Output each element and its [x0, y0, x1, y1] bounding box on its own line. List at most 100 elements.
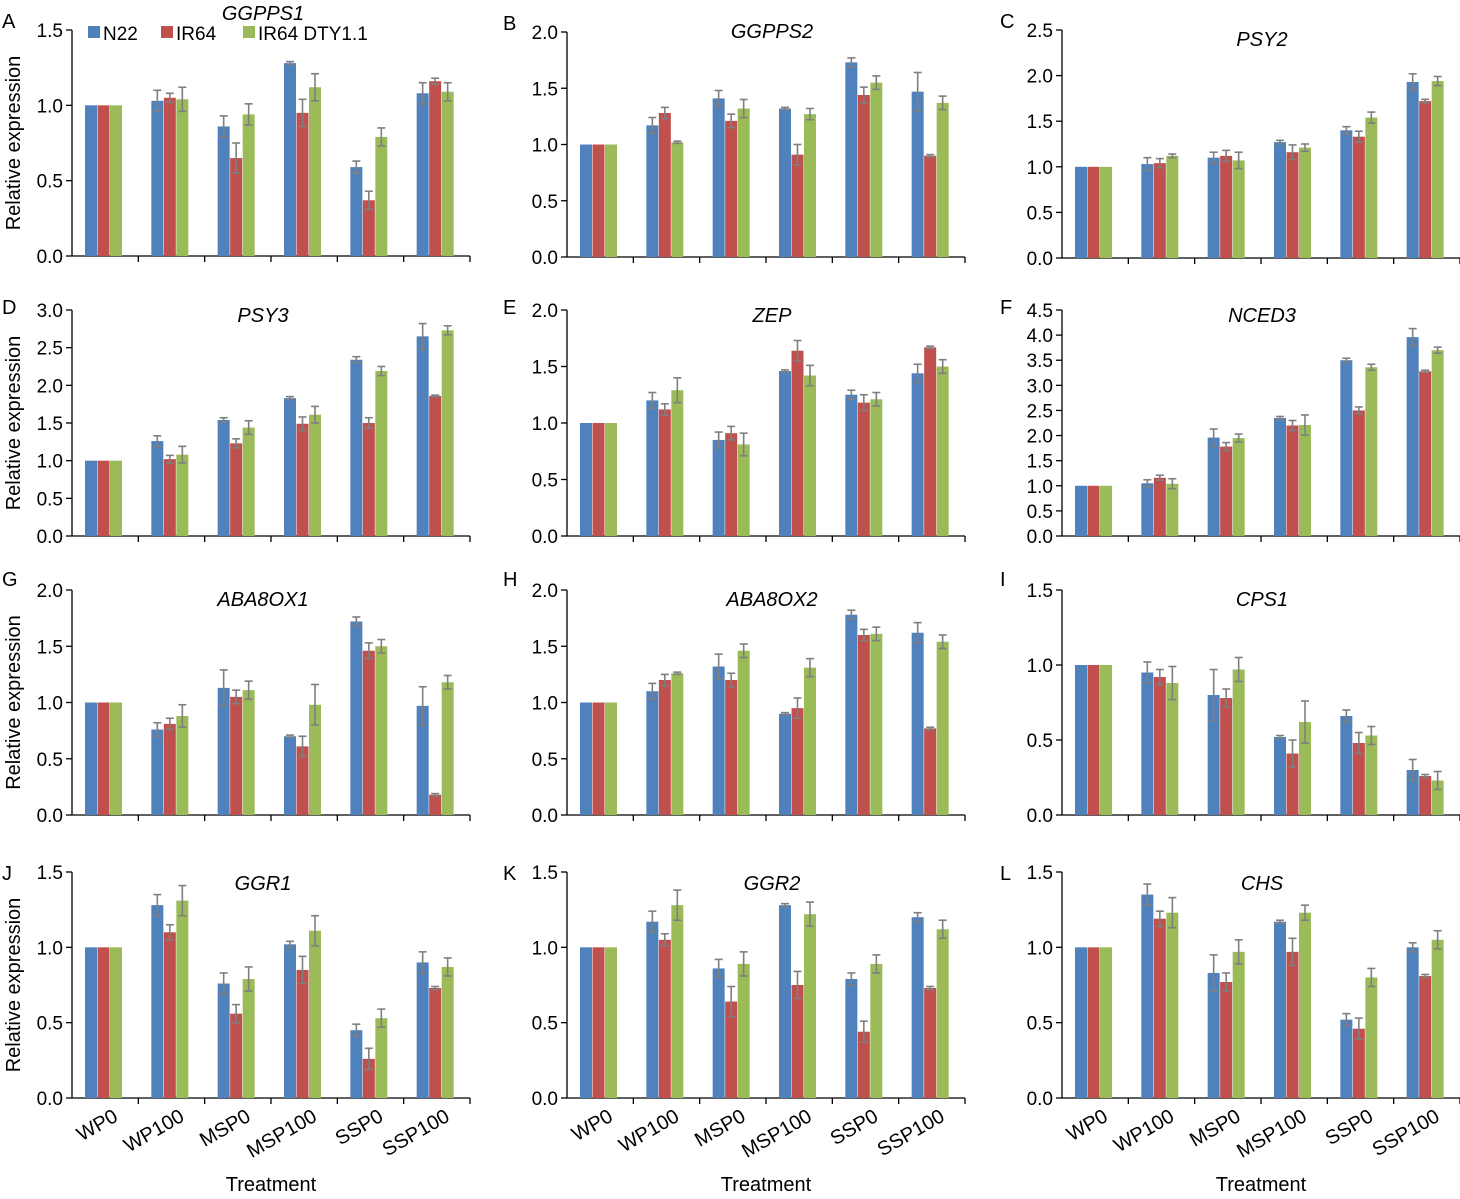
- y-tick-label: 3.0: [1027, 376, 1053, 397]
- gene-name: ZEP: [752, 305, 793, 327]
- bar-ir64-0: [592, 947, 605, 1098]
- bar-ir64-dty1.1-3: [1299, 147, 1311, 258]
- bar-n22-3: [779, 713, 791, 815]
- bar-ir64-dty1.1-1: [671, 142, 684, 257]
- bar-ir64-4: [857, 635, 870, 815]
- bar-ir64-dty1.1-2: [242, 978, 255, 1098]
- bar-ir64-2: [1220, 446, 1233, 536]
- bar-n22-5: [416, 336, 429, 536]
- panel-h: 0.0 0.5 1.0 1.5 2.0 H ABA8OX2: [503, 569, 966, 827]
- bar-n22-0: [580, 144, 592, 257]
- bar-ir64-3: [1286, 951, 1299, 1098]
- bar-n22-4: [1340, 716, 1353, 815]
- bar-ir64-dty1.1-0: [605, 423, 617, 536]
- bar-ir64-dty1.1-0: [110, 947, 122, 1098]
- bar-n22-3: [284, 398, 296, 536]
- x-tick-label: SSP100: [874, 1105, 949, 1161]
- bar-n22-0: [85, 702, 97, 815]
- y-tick-label: 0.0: [1027, 806, 1053, 827]
- bar-ir64-dty1.1-0: [605, 702, 617, 815]
- bar-ir64-1: [658, 680, 671, 815]
- bar-n22-1: [151, 441, 164, 536]
- y-tick-label: 1.5: [37, 414, 63, 435]
- bar-ir64-0: [97, 702, 110, 815]
- y-tick-label: 0.0: [532, 1089, 558, 1110]
- y-tick-label: 2.5: [1027, 401, 1053, 422]
- bar-ir64-2: [725, 120, 738, 257]
- bar-ir64-0: [592, 702, 605, 815]
- bar-n22-2: [217, 687, 230, 815]
- panel-c: 0.0 0.5 1.0 1.5 2.0 2.5 C PSY2: [1000, 11, 1460, 270]
- panel-e: 0.0 0.5 1.0 1.5 2.0 E ZEP: [503, 297, 966, 548]
- y-tick-label: 3.0: [37, 301, 63, 322]
- bar-ir64-2: [1220, 981, 1233, 1098]
- bar-n22-1: [1141, 483, 1154, 536]
- bar-ir64-dty1.1-4: [375, 1018, 388, 1098]
- y-tick-label: 1.5: [532, 863, 558, 884]
- bar-n22-3: [284, 736, 296, 815]
- bar-n22-5: [416, 93, 429, 256]
- y-tick-label: 0.0: [37, 806, 63, 827]
- gene-name: ABA8OX2: [725, 589, 817, 611]
- bar-ir64-dty1.1-0: [1100, 947, 1112, 1098]
- bar-n22-0: [1075, 665, 1087, 815]
- bar-ir64-3: [296, 423, 309, 536]
- bar-ir64-dty1.1-3: [804, 375, 816, 536]
- bar-ir64-2: [725, 1001, 738, 1098]
- bar-ir64-dty1.1-5: [936, 102, 949, 257]
- bar-ir64-dty1.1-0: [110, 460, 122, 536]
- y-tick-label: 0.5: [1027, 731, 1053, 752]
- legend-label: IR64 DTY1.1: [258, 24, 368, 45]
- panel-g: 0.0 0.5 1.0 1.5 2.0 G ABA8OX1 Relative expressi…: [2, 569, 471, 827]
- bar-ir64-dty1.1-2: [737, 108, 750, 257]
- bar-ir64-1: [1153, 677, 1166, 815]
- y-tick-label: 1.5: [37, 637, 63, 658]
- bar-ir64-4: [1352, 410, 1365, 536]
- bar-ir64-dty1.1-4: [1365, 117, 1378, 258]
- bar-ir64-dty1.1-4: [870, 399, 883, 536]
- bar-n22-2: [1207, 972, 1220, 1098]
- bar-n22-1: [151, 100, 164, 257]
- bar-ir64-dty1.1-1: [1166, 155, 1179, 258]
- bar-ir64-5: [924, 155, 937, 257]
- y-axis-label: Relative expression: [3, 898, 25, 1073]
- panel-a: 0.0 0.5 1.0 1.5 A GGPPS1 Relative expression: [2, 3, 471, 268]
- x-tick-label: SSP100: [379, 1105, 454, 1161]
- bar-ir64-dty1.1-2: [242, 427, 255, 536]
- bar-ir64-2: [230, 1013, 243, 1098]
- bar-n22-1: [151, 905, 164, 1098]
- bar-n22-3: [779, 371, 791, 536]
- y-tick-label: 1.0: [532, 694, 558, 715]
- bar-ir64-dty1.1-2: [242, 690, 255, 815]
- bar-n22-0: [85, 947, 97, 1098]
- x-axis-label: Treatment: [226, 1174, 317, 1196]
- bar-ir64-3: [296, 969, 309, 1098]
- bar-n22-0: [1075, 947, 1087, 1098]
- x-tick-label: MSP100: [1233, 1105, 1310, 1162]
- bar-n22-4: [350, 621, 363, 815]
- bar-n22-1: [646, 691, 659, 815]
- gene-name: CPS1: [1236, 589, 1288, 611]
- y-tick-label: 1.0: [1027, 656, 1053, 677]
- bar-n22-3: [1274, 417, 1286, 536]
- panel-letter: I: [1000, 569, 1006, 591]
- bar-ir64-5: [1419, 776, 1432, 815]
- y-tick-label: 1.0: [532, 414, 558, 435]
- bar-ir64-4: [1352, 743, 1365, 815]
- bar-ir64-0: [1087, 166, 1100, 258]
- bar-ir64-dty1.1-5: [441, 330, 454, 536]
- panel-letter: L: [1000, 863, 1011, 885]
- bar-ir64-dty1.1-1: [1166, 912, 1179, 1098]
- bar-ir64-3: [791, 154, 804, 257]
- bar-n22-0: [85, 460, 97, 536]
- bar-n22-2: [217, 126, 230, 256]
- panel-letter: G: [2, 569, 18, 591]
- bar-n22-5: [1406, 337, 1419, 536]
- bar-ir64-dty1.1-3: [1299, 722, 1311, 815]
- bar-ir64-dty1.1-1: [671, 905, 684, 1098]
- bar-n22-1: [646, 125, 659, 257]
- panel-i: 0.0 0.5 1.0 1.5 I CPS1: [1000, 569, 1460, 827]
- bar-ir64-5: [429, 395, 442, 536]
- bar-ir64-3: [791, 350, 804, 536]
